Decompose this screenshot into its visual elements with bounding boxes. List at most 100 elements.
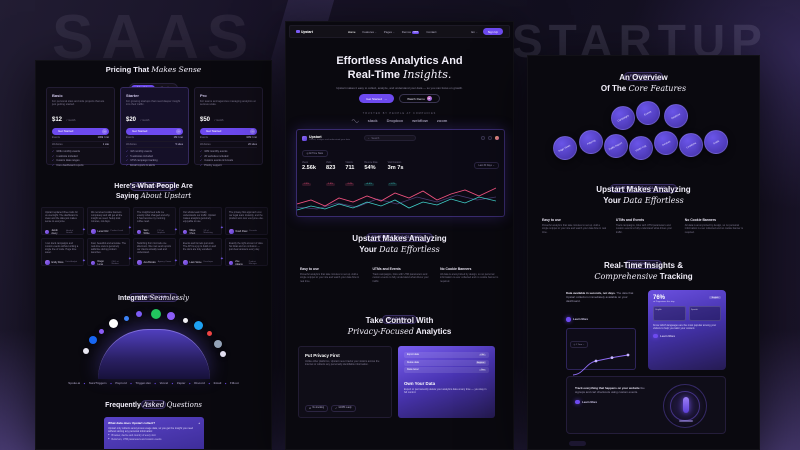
filter-chip[interactable]: ◎ All Time Stats: [302, 150, 328, 157]
plan-card-basic: Basic For personal sites and side projec…: [46, 87, 115, 167]
nav-link-demos[interactable]: Demos NEW: [401, 29, 420, 34]
integrations-badge[interactable]: INTEGRATIONS →: [129, 292, 178, 302]
arrow-icon: →: [176, 128, 181, 134]
get-started-button[interactable]: Get Started →: [359, 94, 395, 103]
logo[interactable]: Upstart: [296, 30, 313, 34]
analyzing-title-1: Upstart Makes Analyzing: [596, 185, 691, 194]
feature-bubble: Visitor Log: [629, 136, 653, 160]
faq-accordion-item[interactable]: What data does Upstart collect? + Upstart…: [104, 417, 204, 449]
expand-icon[interactable]: +: [198, 421, 200, 425]
next-section-partial: [569, 441, 586, 446]
language-selector[interactable]: En⌄: [471, 29, 478, 34]
integration-name: Fillout: [230, 381, 239, 385]
nav-link-contact[interactable]: Contact: [426, 29, 437, 34]
feature-column-easy: Easy to use Powerful analytics that take …: [542, 218, 607, 234]
notifications-icon[interactable]: [480, 136, 485, 140]
integration-icon[interactable]: [214, 340, 222, 348]
features-badge[interactable]: FEATURES AT A GLANCE →: [609, 183, 678, 193]
custom-events-card: Track everything that happens on your we…: [566, 376, 726, 434]
plan-feature: ✓ Priority support: [200, 163, 222, 167]
watch-demo-button[interactable]: Watch Demo ▶: [399, 94, 440, 103]
overview-title-1: An Overview: [619, 73, 668, 82]
feature-bubble: Locations: [679, 133, 703, 157]
integration-icon[interactable]: [183, 318, 188, 323]
learn-more-link[interactable]: Learn More: [566, 317, 588, 322]
learn-more-link[interactable]: Learn More: [653, 333, 721, 339]
privacy-title-2: Privacy-Focused Analytics: [286, 327, 513, 336]
testimonials-badge[interactable]: WALL OF LOVE →: [129, 181, 178, 191]
mini-line-chart: [572, 353, 630, 376]
integration-icon[interactable]: [83, 348, 89, 354]
integration-icon[interactable]: [207, 331, 212, 336]
integrations-title: Integrate Seamlessly: [36, 294, 271, 302]
apps-icon[interactable]: [487, 136, 492, 140]
plan-period: / month: [66, 118, 76, 122]
integration-icon[interactable]: [109, 319, 118, 328]
gdpr-chip[interactable]: ✓ GDPR ready: [331, 405, 356, 412]
language-panel: Spanish: [688, 306, 721, 321]
plan-price: $50: [200, 116, 211, 123]
avatar: [137, 260, 142, 265]
get-started-button[interactable]: Get Started →: [200, 127, 257, 135]
integration-icon[interactable]: [99, 329, 104, 334]
integration-icon[interactable]: [89, 336, 97, 344]
diamond-separator-icon: ◆: [110, 382, 112, 385]
star-icon: ✦: [174, 258, 178, 263]
faq-badge[interactable]: FAQ →: [140, 399, 167, 409]
integration-icon[interactable]: [124, 316, 129, 321]
company-logo-slack: slack: [367, 118, 378, 123]
no-tracking-chip[interactable]: ⊘ No tracking: [305, 405, 329, 412]
range-chip[interactable]: ◎ 1 Year ⌄: [570, 341, 589, 348]
dashboard-brand: Upstart: [309, 135, 322, 139]
check-icon: ✓: [200, 159, 203, 163]
block-icon: ⊘: [309, 408, 311, 410]
check-icon: ✓: [52, 159, 55, 163]
integrations-title-regular: Integrate: [117, 295, 148, 302]
faq-title: Frequently Asked Questions: [36, 401, 271, 409]
privacy-badge[interactable]: MY DATA →: [381, 314, 418, 324]
integration-name: Trigger.dev: [135, 381, 151, 385]
sign-up-button[interactable]: Sign Up: [482, 27, 503, 36]
stat-visits: Visits 823 -1.8%: [326, 162, 336, 186]
get-started-button[interactable]: Get Started →: [52, 127, 109, 135]
integration-icon[interactable]: [194, 321, 203, 330]
nav-link-features[interactable]: Features⌄: [362, 29, 377, 34]
check-icon: ✓: [52, 149, 55, 153]
plan-feature: ✓ 1M monthly events: [126, 149, 152, 153]
avatar: [183, 229, 188, 235]
chart-line-violet: [297, 194, 496, 210]
insights-badge[interactable]: INSIGHTS →: [624, 259, 663, 269]
privacy-chips: ⊘ No tracking ✓ GDPR ready: [305, 405, 356, 412]
nav-link-pages[interactable]: Pages⌄: [383, 29, 395, 34]
integration-icon[interactable]: [220, 351, 226, 357]
avatar: [229, 260, 234, 266]
integration-icon[interactable]: [151, 309, 161, 319]
integration-name: Spoke.ai: [68, 381, 81, 385]
language-chip[interactable]: English: [709, 296, 721, 300]
user-avatar[interactable]: [494, 135, 499, 141]
search-input[interactable]: ⌕ Search: [363, 135, 416, 141]
date-range-selector[interactable]: Last 30 Days ⌄: [474, 162, 499, 169]
integration-icon[interactable]: [167, 312, 175, 320]
faq-question: What data does Upstart collect?: [108, 421, 156, 425]
feature-column-utms: UTMs and Events Track campaigns, links wi…: [615, 218, 672, 234]
star-icon: ✦: [128, 256, 132, 261]
overview-title-accent: Core Features: [628, 84, 687, 93]
company-logo-zoom: zoom: [436, 118, 448, 123]
diamond-separator-icon: ◆: [208, 382, 211, 385]
faq-title-regular: Frequently: [105, 402, 141, 409]
plan-desc: For growing startups that need deeper in…: [126, 99, 181, 106]
integration-icon[interactable]: [136, 311, 142, 317]
arrow-icon: →: [250, 128, 255, 134]
learn-more-link[interactable]: Learn More: [575, 399, 717, 405]
hero-buttons: Get Started → Watch Demo ▶: [286, 94, 513, 103]
card-body: Know which languages are the most popula…: [653, 324, 717, 331]
overview-badge[interactable]: FEATURES →: [623, 71, 664, 81]
features-badge[interactable]: FEATURES AT A GLANCE →: [365, 232, 434, 242]
data-row: Delete data Anytime: [404, 359, 489, 366]
get-started-button[interactable]: Get Started →: [126, 127, 183, 135]
dashboard-header: Upstart Collect, analyze and understand …: [302, 135, 499, 141]
avatar: [91, 229, 96, 234]
privacy-title-1: Take Control With: [365, 316, 434, 325]
nav-link-home[interactable]: Home: [347, 29, 356, 34]
